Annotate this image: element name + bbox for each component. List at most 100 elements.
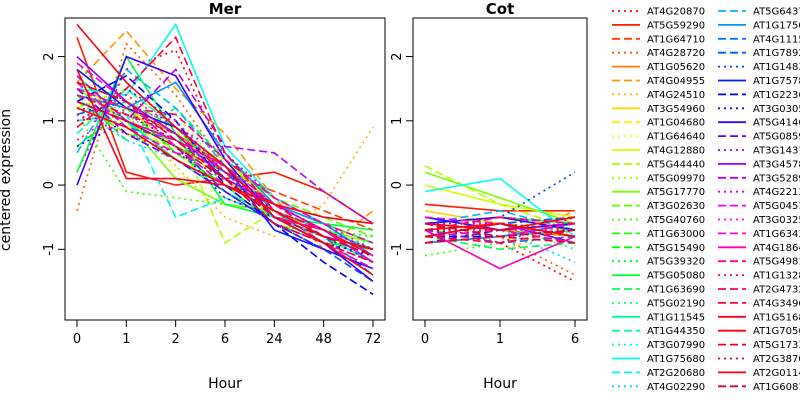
x-tick-label: 0 — [421, 332, 429, 347]
legend-label: AT3G52890 — [753, 173, 800, 184]
legend: AT4G20870 AT5G59290 AT1G64710 AT4G28720 AT1G… — [612, 7, 800, 393]
legend-label: AT3G45780 — [753, 159, 800, 170]
y-axis-label: centered expression — [0, 109, 14, 251]
x-tick-label: 72 — [365, 332, 382, 347]
series-line-at1g51680 — [76, 23, 374, 276]
plot-frame — [64, 17, 386, 321]
series-line-at4g12880 — [424, 184, 576, 218]
legend-label: AT5G59290 — [647, 20, 705, 31]
legend-label: AT3G07990 — [647, 340, 705, 351]
legend-label: AT1G63430 — [753, 229, 800, 240]
legend-label: AT2G47320 — [753, 285, 800, 296]
series-line-at1g60810 — [76, 100, 374, 257]
legend-label: AT2G01140 — [753, 368, 800, 379]
series-line-at1g75680 — [424, 177, 576, 238]
legend-label: AT5G05080 — [647, 271, 705, 282]
legend-label: AT1G14830 — [753, 62, 800, 73]
x-tick-label: 0 — [73, 332, 81, 347]
legend-label: AT3G03050 — [753, 104, 800, 115]
x-axis-label: Hour — [483, 376, 517, 392]
series-line-at4g22130 — [76, 94, 374, 257]
legend-label: AT2G38700 — [753, 354, 800, 365]
y-tick-label: 2 — [390, 52, 405, 60]
x-axis-label: Hour — [208, 376, 242, 392]
x-tick-label: 6 — [571, 332, 579, 347]
y-tick-label: 1 — [42, 117, 57, 125]
legend-label: AT5G41460 — [753, 118, 800, 129]
series-line-at2g38700 — [425, 222, 576, 231]
legend-label: AT4G04955 — [647, 76, 705, 87]
legend-label: AT2G20680 — [647, 368, 705, 379]
legend-label: AT1G78920 — [753, 48, 800, 59]
legend-label: AT4G28720 — [647, 48, 705, 59]
y-tick-label: 1 — [390, 117, 405, 125]
legend-label: AT4G18640 — [753, 243, 800, 254]
legend-label: AT5G49810 — [753, 257, 800, 268]
x-tick-label: 1 — [122, 332, 130, 347]
y-tick-label: 0 — [42, 181, 57, 189]
legend-label: AT3G03250 — [753, 215, 800, 226]
series-line-at5g39320 — [76, 62, 374, 238]
y-tick-label: -1 — [390, 243, 405, 256]
y-tick-label: 0 — [390, 181, 405, 189]
series-line-at1g75680 — [76, 22, 374, 257]
series-line-at5g17770 — [424, 171, 576, 225]
series-line-at4g24510 — [76, 100, 374, 238]
legend-label: AT4G12880 — [647, 146, 705, 157]
legend-label: AT5G44440 — [647, 159, 705, 170]
legend-label: AT1G44350 — [647, 326, 705, 337]
series-line-at2g01140 — [76, 69, 374, 225]
legend-label: AT1G13280 — [753, 271, 800, 282]
series-line-at1g14830 — [76, 87, 374, 263]
legend-label: AT5G02190 — [647, 298, 705, 309]
legend-label: AT1G60810 — [753, 382, 800, 393]
series-line-at2g38700 — [76, 113, 374, 251]
legend-label: AT5G40760 — [647, 215, 705, 226]
legend-label: AT5G04510 — [753, 201, 800, 212]
series-line-at1g70560 — [424, 216, 576, 231]
legend-label: AT4G11150 — [753, 34, 800, 45]
legend-label: AT1G64640 — [647, 132, 705, 143]
legend-label: AT1G05620 — [647, 62, 705, 73]
legend-label: AT4G20870 — [647, 7, 705, 18]
legend-label: AT5G09970 — [647, 173, 705, 184]
plot-frame — [412, 17, 588, 321]
series-line-at1g13280 — [425, 222, 576, 231]
legend-label: AT1G75680 — [647, 354, 705, 365]
legend-label: AT1G75780 — [753, 76, 800, 87]
series-group — [424, 165, 576, 283]
legend-label: AT4G02290 — [647, 382, 705, 393]
legend-label: AT1G04680 — [647, 118, 705, 129]
legend-label: AT1G22360 — [753, 90, 800, 101]
series-line-at1g60810 — [424, 222, 576, 238]
legend-label: AT1G17500 — [753, 20, 800, 31]
series-line-at5g08590 — [76, 88, 374, 270]
legend-label: AT5G17330 — [753, 340, 800, 351]
series-line-at2g20680 — [76, 113, 374, 251]
legend-label: AT1G63000 — [647, 229, 705, 240]
legend-label: AT5G17770 — [647, 187, 705, 198]
series-line-at1g22360 — [76, 74, 374, 295]
series-line-at4g18640 — [424, 229, 576, 270]
x-tick-label: 48 — [315, 332, 332, 347]
legend-label: AT5G39320 — [647, 257, 705, 268]
x-tick-label: 1 — [496, 332, 504, 347]
series-line-at5g59290 — [424, 203, 575, 212]
legend-label: AT3G02630 — [647, 201, 705, 212]
legend-label: AT4G24510 — [647, 90, 705, 101]
series-line-at4g34960 — [424, 229, 576, 244]
legend-label: AT1G64710 — [647, 34, 705, 45]
x-tick-label: 24 — [266, 332, 283, 347]
legend-label: AT1G70560 — [753, 326, 800, 337]
series-line-at3g03050 — [76, 119, 374, 257]
legend-label: AT3G14370 — [753, 146, 800, 157]
legend-label: AT5G08590 — [753, 132, 800, 143]
legend-label: AT1G63690 — [647, 285, 705, 296]
series-group — [76, 22, 374, 295]
panel-mer: Mer 0 1 2 6 24 48 72 Hour -1 0 1 2 — [42, 0, 386, 392]
legend-label: AT4G22130 — [753, 187, 800, 198]
legend-label: AT4G34960 — [753, 298, 800, 309]
series-line-at5g49810 — [76, 87, 374, 244]
panel-title: Cot — [486, 0, 514, 18]
